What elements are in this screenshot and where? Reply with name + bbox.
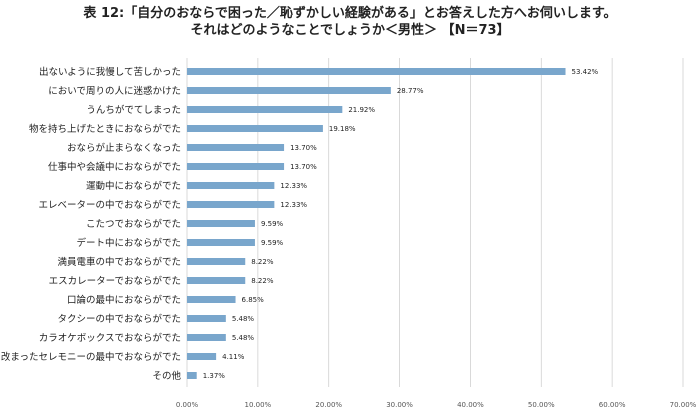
value-label: 13.70% xyxy=(290,163,317,171)
category-label: おならが止まらなくなった xyxy=(67,142,181,154)
value-label: 8.22% xyxy=(251,277,274,285)
x-tick-label: 60.00% xyxy=(599,401,626,409)
category-label: こたつでおならがでた xyxy=(86,218,181,230)
bars xyxy=(187,68,566,379)
value-label: 12.33% xyxy=(280,182,307,190)
category-label: 仕事中や会議中におならがでた xyxy=(48,161,181,173)
bar xyxy=(187,334,226,341)
bar xyxy=(187,125,323,132)
chart-title-line2: それはどのようなことでしょうか＜男性＞ 【N＝73】 xyxy=(190,23,510,38)
category-label: その他 xyxy=(152,370,181,382)
category-label: 物を持ち上げたときにおならがでた xyxy=(29,123,181,135)
x-tick-label: 70.00% xyxy=(670,401,697,409)
x-tick-label: 30.00% xyxy=(386,401,413,409)
value-label: 4.11% xyxy=(222,353,245,361)
category-label: 運動中におならがでた xyxy=(86,180,181,192)
value-label: 53.42% xyxy=(572,68,599,76)
category-label: エレベーターの中でおならがでた xyxy=(38,199,181,211)
value-label: 13.70% xyxy=(290,144,317,152)
bar xyxy=(187,144,285,151)
value-label: 19.18% xyxy=(329,125,356,133)
bar xyxy=(187,106,343,113)
bar xyxy=(187,353,217,360)
category-label: においで周りの人に迷惑かけた xyxy=(48,85,181,97)
x-tick-label: 40.00% xyxy=(457,401,484,409)
category-label: デート中におならがでた xyxy=(76,237,181,249)
bar xyxy=(187,87,391,94)
category-label: タクシーの中でおならがでた xyxy=(57,313,181,325)
category-label: 満員電車の中でおならがでた xyxy=(57,256,181,268)
chart-title-line1: 表 12:「自分のおならで困った／恥ずかしい経験がある」とお答えした方へお伺いし… xyxy=(83,6,617,21)
value-label: 8.22% xyxy=(251,258,274,266)
bar xyxy=(187,296,236,303)
value-label: 1.37% xyxy=(203,372,226,380)
category-label: 改まったセレモニーの最中でおならがでた xyxy=(1,351,181,363)
category-label: 出ないように我慢して苦しかった xyxy=(39,66,181,78)
category-labels: 出ないように我慢して苦しかったにおいで周りの人に迷惑かけたうんちがでてしまった物… xyxy=(1,66,182,382)
category-label: 口論の最中におならがでた xyxy=(67,294,181,306)
bar xyxy=(187,372,197,379)
value-label: 9.59% xyxy=(261,239,284,247)
value-label: 12.33% xyxy=(280,201,307,209)
category-label: エスカレーターでおならがでた xyxy=(49,275,181,287)
x-tick-label: 0.00% xyxy=(176,401,199,409)
category-label: うんちがでてしまった xyxy=(86,104,181,116)
value-labels: 53.42% 28.77% 21.92% 19.18% 13.70% 13.70% 12.3… xyxy=(203,68,599,380)
value-label: 9.59% xyxy=(261,220,284,228)
value-label: 5.48% xyxy=(232,334,255,342)
x-tick-labels: 0.00% 10.00% 20.00% 30.00% 40.00% 50.00% 60.00… xyxy=(176,401,697,409)
value-label: 21.92% xyxy=(348,106,375,114)
bar xyxy=(187,315,226,322)
bar xyxy=(187,220,255,227)
category-label: カラオケボックスでおならがでた xyxy=(39,332,181,344)
bar xyxy=(187,182,275,189)
value-label: 6.85% xyxy=(242,296,265,304)
bar xyxy=(187,163,285,170)
x-tick-label: 20.00% xyxy=(315,401,342,409)
bar xyxy=(187,201,275,208)
value-label: 28.77% xyxy=(397,87,424,95)
bar xyxy=(187,68,566,75)
bar xyxy=(187,277,246,284)
bar xyxy=(187,239,255,246)
bar xyxy=(187,258,246,265)
value-label: 5.48% xyxy=(232,315,255,323)
x-tick-label: 50.00% xyxy=(528,401,555,409)
x-tick-label: 10.00% xyxy=(245,401,272,409)
